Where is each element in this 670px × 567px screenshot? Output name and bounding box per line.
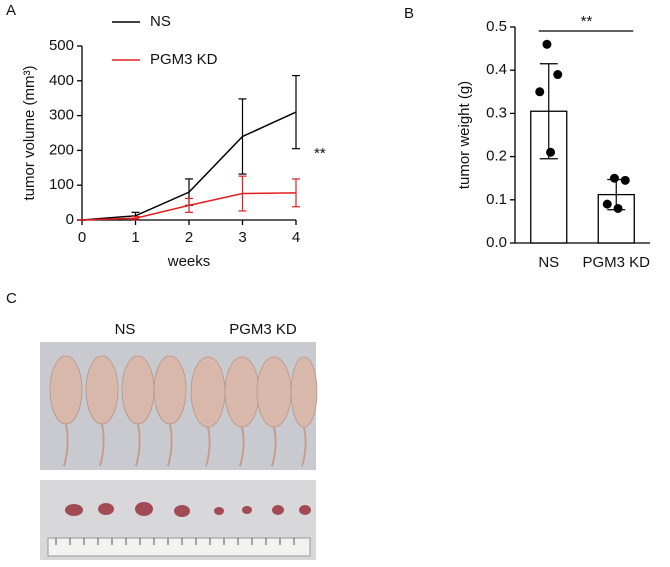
y-tick-label: 100 (49, 176, 74, 193)
y-tick-label: 300 (49, 107, 74, 124)
y-axis-label: tumor weight (g) (456, 81, 473, 189)
x-axis-label: weeks (167, 253, 211, 270)
data-point (553, 70, 563, 80)
annotation: ** (314, 145, 326, 162)
data-point (609, 173, 619, 183)
tumor-photo (40, 480, 316, 560)
photo-label: PGM3 KD (229, 321, 297, 338)
data-point (613, 203, 623, 213)
y-tick-label: 200 (49, 141, 74, 158)
y-tick-label: 0 (66, 211, 74, 228)
x-tick-label: NS (538, 254, 559, 271)
y-tick-label: 400 (49, 72, 74, 89)
x-tick-label: 2 (185, 229, 193, 246)
data-point (535, 87, 545, 97)
panel-label: C (6, 290, 17, 307)
photo-label: NS (115, 321, 136, 338)
legend-label: NS (150, 13, 171, 30)
data-point (602, 199, 612, 209)
y-tick-label: 0.0 (486, 234, 507, 251)
x-tick-label: 1 (131, 229, 139, 246)
significance-label: ** (581, 13, 593, 30)
y-tick-label: 0.3 (486, 104, 507, 121)
data-point (620, 175, 630, 185)
y-tick-label: 500 (49, 37, 74, 54)
legend-label: PGM3 KD (150, 51, 218, 68)
panel-label: A (6, 2, 16, 19)
panel-label: B (404, 5, 414, 22)
data-point (546, 147, 556, 157)
y-axis-label: tumor volume (mm³) (21, 65, 38, 200)
x-tick-label: 4 (292, 229, 300, 246)
y-tick-label: 0.1 (486, 191, 507, 208)
y-tick-label: 0.2 (486, 148, 507, 165)
y-tick-label: 0.4 (486, 61, 507, 78)
x-tick-label: 0 (78, 229, 86, 246)
data-point (542, 39, 552, 49)
mice-photo (40, 342, 318, 470)
x-tick-label: 3 (238, 229, 246, 246)
x-tick-label: PGM3 KD (582, 254, 650, 271)
y-tick-label: 0.5 (486, 18, 507, 35)
